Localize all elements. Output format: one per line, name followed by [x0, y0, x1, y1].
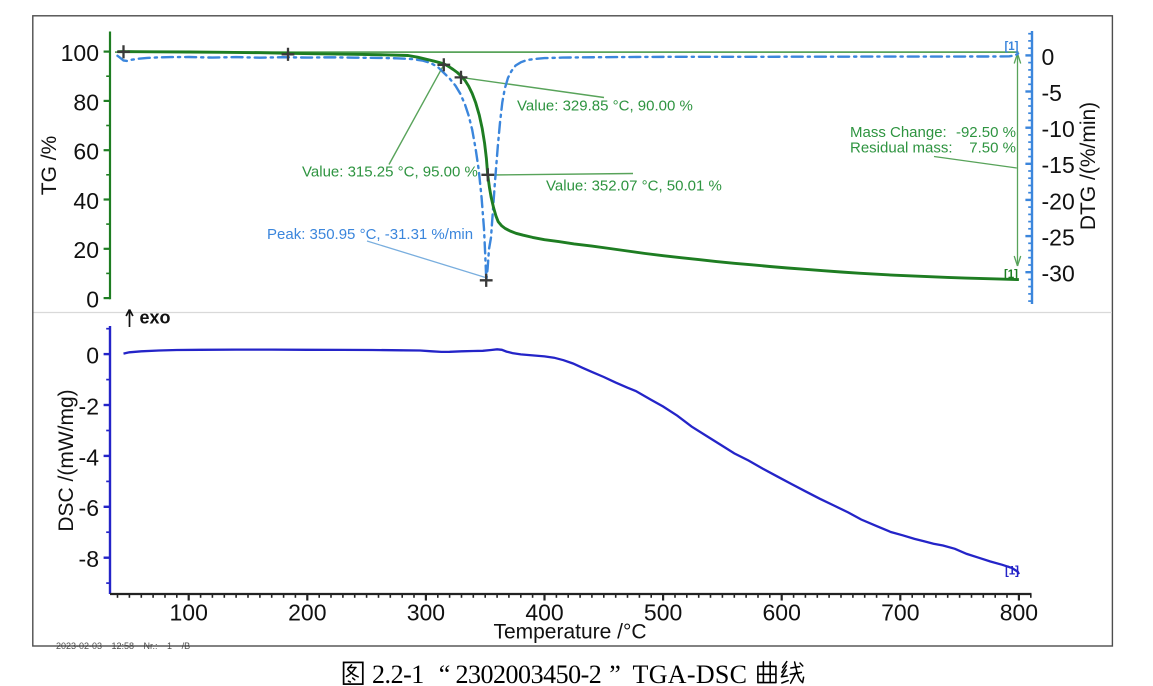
svg-text:Residual mass:: Residual mass:	[850, 139, 953, 156]
svg-text:-25: -25	[1042, 225, 1075, 251]
svg-text:[1]: [1]	[1005, 566, 1019, 578]
svg-text:500: 500	[644, 600, 682, 626]
svg-text:300: 300	[407, 600, 445, 626]
svg-text:800: 800	[1000, 600, 1038, 626]
svg-text:Temperature /°C: Temperature /°C	[493, 621, 646, 644]
svg-text:-92.50 %: -92.50 %	[956, 124, 1016, 141]
svg-text:[1]: [1]	[1004, 269, 1018, 281]
svg-text:0: 0	[1042, 44, 1055, 70]
svg-text:-8: -8	[79, 546, 99, 572]
svg-text:[1]: [1]	[1004, 41, 1018, 53]
svg-text:TG /%: TG /%	[38, 136, 61, 196]
svg-text:-30: -30	[1042, 261, 1075, 287]
svg-text:100: 100	[61, 40, 99, 66]
svg-text:Mass Change:: Mass Change:	[850, 124, 947, 141]
svg-text:DSC /(mW/mg): DSC /(mW/mg)	[55, 389, 78, 531]
svg-text:40: 40	[73, 188, 99, 214]
svg-text:200: 200	[288, 600, 326, 626]
svg-text:Value: 315.25 °C, 95.00 %: Value: 315.25 °C, 95.00 %	[302, 163, 478, 180]
svg-text:TGA-DSC: TGA-DSC	[633, 660, 748, 686]
svg-text:7.50 %: 7.50 %	[969, 139, 1016, 156]
svg-text:-15: -15	[1042, 152, 1075, 178]
svg-text:-5: -5	[1042, 80, 1062, 106]
svg-text:”: ”	[609, 660, 621, 686]
svg-text:100: 100	[170, 600, 208, 626]
svg-text:-2: -2	[79, 393, 99, 419]
svg-text:700: 700	[881, 600, 919, 626]
svg-text:2302003450-2: 2302003450-2	[456, 660, 602, 686]
svg-text:20: 20	[73, 237, 99, 263]
svg-text:Peak: 350.95 °C, -31.31 %/min: Peak: 350.95 °C, -31.31 %/min	[267, 226, 473, 243]
svg-text:-10: -10	[1042, 116, 1075, 142]
svg-text:-4: -4	[79, 444, 100, 470]
svg-text:400: 400	[525, 600, 563, 626]
svg-text:Value: 329.85 °C, 90.00 %: Value: 329.85 °C, 90.00 %	[517, 98, 693, 115]
svg-text:exo: exo	[140, 308, 171, 328]
svg-text:0: 0	[86, 343, 99, 369]
svg-text:“: “	[439, 660, 451, 686]
svg-text:80: 80	[73, 89, 99, 115]
svg-text:-6: -6	[79, 495, 99, 521]
svg-text:0: 0	[86, 287, 99, 313]
svg-text:2.2-1: 2.2-1	[372, 660, 424, 686]
svg-text:60: 60	[73, 139, 99, 165]
svg-text:DTG /(%/min): DTG /(%/min)	[1077, 102, 1100, 230]
svg-text:600: 600	[763, 600, 801, 626]
svg-text:2023-02-03 12:58 Nr.: 1 /B: 2023-02-03 12:58 Nr.: 1 /B	[56, 641, 190, 651]
svg-text:-20: -20	[1042, 188, 1075, 214]
svg-text:Value: 352.07 °C, 50.01 %: Value: 352.07 °C, 50.01 %	[546, 178, 722, 195]
